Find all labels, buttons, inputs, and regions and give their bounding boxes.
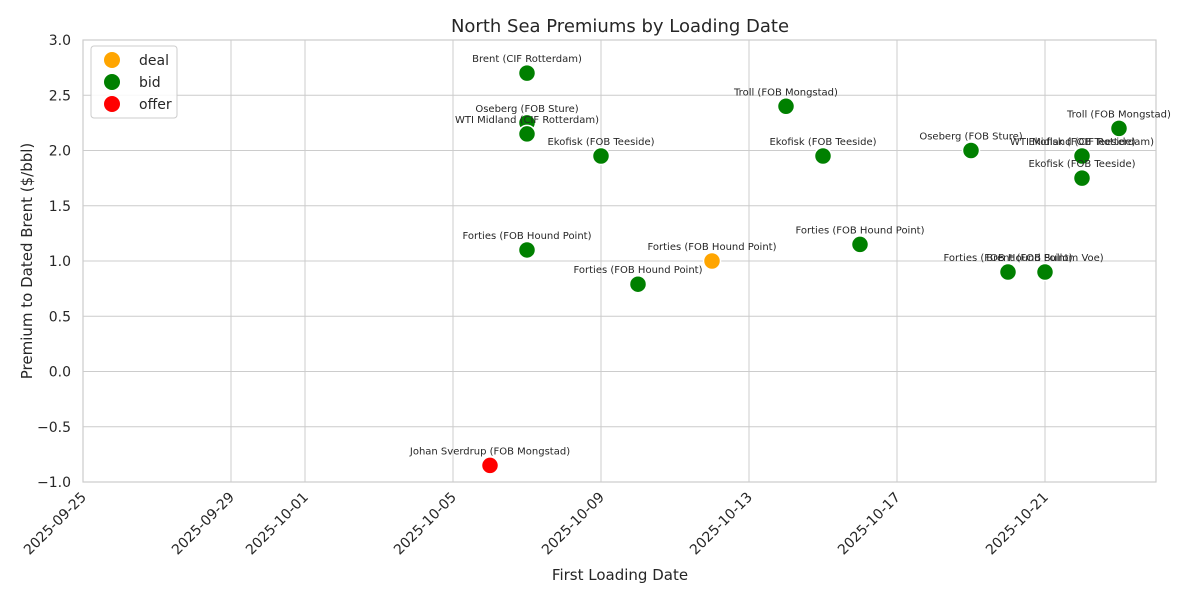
y-tick-label: 0.5 bbox=[49, 309, 71, 325]
data-point-bid bbox=[591, 146, 611, 166]
data-point-bid bbox=[1072, 168, 1092, 188]
y-tick-label: 2.5 bbox=[49, 88, 71, 104]
x-tick-label: 2025-10-21 bbox=[983, 490, 1052, 559]
y-tick-label: −0.5 bbox=[37, 420, 71, 436]
x-axis-title: First Loading Date bbox=[552, 566, 688, 584]
y-tick-label: 0.0 bbox=[49, 365, 71, 381]
point-label: Forties (FOB Hound Point) bbox=[574, 265, 703, 276]
point-label: Troll (FOB Mongstad) bbox=[733, 87, 838, 98]
y-axis-title: Premium to Dated Brent ($/bbl) bbox=[18, 143, 36, 380]
y-tick-label: −1.0 bbox=[37, 475, 71, 491]
data-point-bid bbox=[961, 141, 981, 160]
grid bbox=[82, 39, 1156, 483]
data-point-offer bbox=[480, 456, 500, 475]
chart-title: North Sea Premiums by Loading Date bbox=[451, 16, 789, 37]
point-label: Johan Sverdrup (FOB Mongstad) bbox=[409, 446, 570, 457]
legend-label-deal: deal bbox=[139, 53, 169, 69]
point-label: Forties (FOB Hound Point) bbox=[648, 242, 777, 253]
data-point-bid bbox=[628, 274, 648, 294]
data-point-bid bbox=[1072, 146, 1092, 166]
legend-marker-bid bbox=[104, 74, 120, 90]
data-point-bid bbox=[517, 63, 537, 83]
x-tick-labels: 2025-09-25 2025-09-29 2025-10-01 2025-10-05… bbox=[21, 490, 1052, 559]
data-point-bid bbox=[517, 124, 537, 144]
y-tick-label: 1.5 bbox=[49, 199, 71, 215]
point-label: Oseberg (FOB Sture) bbox=[475, 104, 578, 115]
data-point-bid bbox=[517, 240, 537, 260]
data-point-deal bbox=[702, 251, 722, 271]
point-label: Brent (FOB Sullom Voe) bbox=[986, 253, 1104, 264]
y-tick-label: 3.0 bbox=[49, 33, 71, 49]
point-label: Troll (FOB Mongstad) bbox=[1066, 109, 1171, 120]
y-tick-labels: −1.0 −0.5 0.0 0.5 1.0 1.5 2.0 2.5 3.0 bbox=[37, 33, 71, 491]
point-label: Ekofisk (FOB Teeside) bbox=[1028, 137, 1135, 148]
x-tick-label: 2025-10-13 bbox=[687, 490, 756, 559]
point-label: Oseberg (FOB Sture) bbox=[919, 132, 1022, 143]
point-label: Brent (CIF Rotterdam) bbox=[472, 54, 582, 65]
data-point-bid bbox=[776, 97, 796, 116]
legend-label-bid: bid bbox=[139, 75, 161, 91]
data-point-bid bbox=[1109, 119, 1129, 138]
legend-marker-offer bbox=[104, 96, 120, 112]
x-tick-label: 2025-09-29 bbox=[169, 490, 238, 559]
point-label: Ekofisk (FOB Teeside) bbox=[547, 137, 654, 148]
x-tick-label: 2025-10-01 bbox=[243, 490, 312, 559]
y-tick-label: 2.0 bbox=[49, 144, 71, 160]
x-tick-label: 2025-09-25 bbox=[21, 490, 90, 559]
data-point-bid bbox=[813, 146, 833, 166]
y-tick-label: 1.0 bbox=[49, 254, 71, 270]
point-label: WTI Midland (CIF Rotterdam) bbox=[455, 115, 599, 126]
point-label: WTI Midland (CIF Rotterdam) bbox=[1010, 137, 1154, 148]
legend: deal bid offer bbox=[90, 45, 178, 119]
data-point-bid bbox=[1035, 262, 1055, 282]
legend-label-offer: offer bbox=[139, 97, 172, 113]
x-tick-label: 2025-10-09 bbox=[539, 490, 608, 559]
point-label: Ekofisk (FOB Teeside) bbox=[1028, 159, 1135, 170]
point-label: Forties (FOB Hound Point) bbox=[944, 253, 1073, 264]
point-label: Forties (FOB Hound Point) bbox=[796, 225, 925, 236]
x-tick-label: 2025-10-17 bbox=[835, 490, 904, 559]
data-points bbox=[480, 63, 1129, 475]
data-point-bid bbox=[998, 262, 1018, 282]
point-label: Ekofisk (FOB Teeside) bbox=[769, 137, 876, 148]
legend-marker-deal bbox=[104, 52, 120, 68]
point-labels: Johan Sverdrup (FOB Mongstad) Brent (CIF … bbox=[409, 54, 1171, 457]
point-label: Forties (FOB Hound Point) bbox=[463, 231, 592, 242]
x-tick-label: 2025-10-05 bbox=[391, 490, 460, 559]
data-point-bid bbox=[850, 235, 870, 254]
